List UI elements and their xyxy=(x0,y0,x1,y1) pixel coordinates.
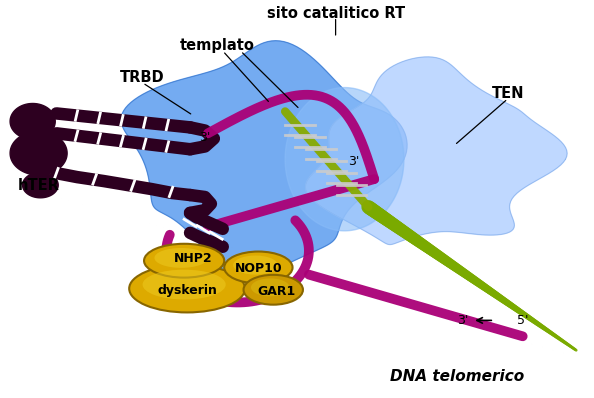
Text: sito catalitico RT: sito catalitico RT xyxy=(267,6,405,21)
Ellipse shape xyxy=(224,252,292,283)
Text: DNA telomerico: DNA telomerico xyxy=(390,369,525,384)
Text: 5': 5' xyxy=(517,314,528,327)
Polygon shape xyxy=(121,41,407,278)
Ellipse shape xyxy=(244,275,303,305)
Text: dyskerin: dyskerin xyxy=(157,284,217,297)
Text: 3': 3' xyxy=(457,314,468,327)
Ellipse shape xyxy=(233,256,277,275)
Text: TEN: TEN xyxy=(492,86,524,101)
Text: 3': 3' xyxy=(199,131,211,144)
Polygon shape xyxy=(285,88,404,231)
Ellipse shape xyxy=(251,279,289,296)
Ellipse shape xyxy=(144,244,225,278)
Text: hTER: hTER xyxy=(18,178,59,193)
Text: templato: templato xyxy=(179,38,254,53)
Polygon shape xyxy=(10,103,55,139)
Text: NHP2: NHP2 xyxy=(173,252,213,265)
Text: GAR1: GAR1 xyxy=(257,285,295,298)
Polygon shape xyxy=(10,131,67,175)
Ellipse shape xyxy=(154,248,208,268)
Text: 3': 3' xyxy=(347,155,359,168)
Text: TRBD: TRBD xyxy=(120,70,165,85)
Text: NOP10: NOP10 xyxy=(235,262,282,275)
Polygon shape xyxy=(23,172,58,198)
Ellipse shape xyxy=(129,265,245,312)
Ellipse shape xyxy=(143,270,226,299)
Polygon shape xyxy=(306,57,567,244)
